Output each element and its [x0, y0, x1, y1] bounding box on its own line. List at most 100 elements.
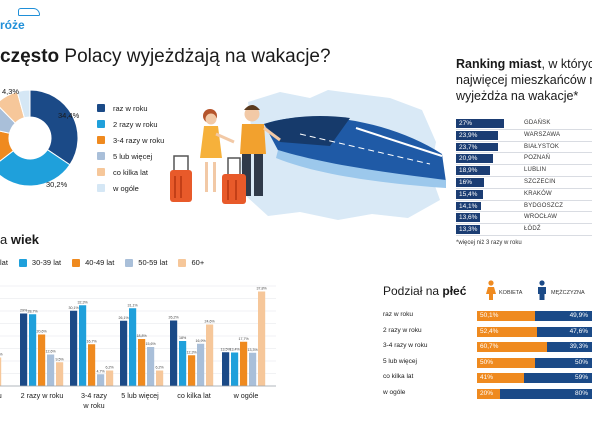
age-bar-value: 6,2% — [105, 366, 114, 370]
legend-label: 2 razy w roku — [113, 119, 158, 129]
x-tick-label: 3-4 razy — [81, 391, 107, 400]
age-bar — [170, 320, 178, 386]
ranking-value: 14,1% — [459, 202, 478, 210]
age-bar-value: 32,3% — [77, 300, 88, 304]
ranking-value: 16% — [459, 178, 473, 186]
age-title-bold: wiek — [10, 232, 40, 247]
age-bar-value: 13,3% — [247, 348, 258, 352]
age-legend: lat 30-39 lat 40-49 lat 50-59 lat 60+ — [0, 258, 215, 267]
age-bar-value: 16,7% — [86, 339, 97, 343]
age-bar — [206, 324, 214, 386]
mezczyzna-value: 59% — [574, 374, 588, 382]
ranking-row: 23,9% WARSZAWA — [456, 130, 592, 142]
legend-item: 2 razy w roku — [97, 116, 164, 132]
legend-item: 30-39 lat — [18, 258, 62, 267]
kobieta-segment: 50,1% — [477, 311, 535, 321]
kobieta-segment: 20% — [477, 388, 500, 399]
main-title-bold: często — [0, 46, 60, 67]
ranking-value: 15,4% — [459, 190, 478, 198]
mezczyzna-value: 80% — [574, 389, 588, 397]
gender-row: 5 lub więcej 50% 50% — [383, 355, 592, 371]
legend-label: 5 lub więcej — [113, 151, 153, 161]
kobieta-segment: 41% — [477, 373, 525, 384]
gender-bar: 50,1% 49,9% — [477, 311, 592, 321]
ranking-row: 13,6% WROCŁAW — [456, 212, 592, 225]
city-ranking-chart: 27% GDAŃSK 23,9% WARSZAWA 23,7% BIAŁYSTOK 20,9… — [456, 118, 592, 236]
age-bar — [188, 355, 196, 386]
ranking-title-rest: , w których — [541, 57, 592, 71]
legend-label: 50-59 lat — [138, 258, 168, 267]
ranking-bar — [456, 154, 494, 164]
mezczyzna-value: 47,6% — [569, 327, 588, 335]
ranking-city: ŁÓDŹ — [524, 226, 541, 233]
age-bar — [179, 341, 187, 386]
age-bar-value: 15,6% — [145, 342, 156, 346]
kobieta-value: 52,4% — [480, 327, 499, 335]
gender-title-prefix: Podział na — [383, 284, 443, 298]
ranking-city: KRAKÓW — [524, 190, 552, 197]
age-bar-value: 24,6% — [204, 320, 215, 324]
ranking-title-line3: wyjeżdża na wakacje* — [456, 89, 579, 103]
age-bar — [0, 357, 2, 386]
ranking-city: BIAŁYSTOK — [524, 143, 560, 150]
kobieta-value: 41% — [480, 374, 494, 382]
age-bar-value: 12,6% — [45, 350, 56, 354]
legend-label: 30-39 lat — [31, 258, 62, 267]
gender-bar: 60,7% 39,3% — [477, 342, 592, 353]
age-bar — [240, 341, 248, 386]
gender-section-title: Podział na płeć — [383, 284, 466, 298]
age-bar-value: 11,4% — [0, 353, 3, 357]
x-tick-label: oku — [0, 391, 2, 400]
mezczyzna-segment: 39,3% — [546, 342, 592, 353]
age-bar-value: 16,9% — [195, 339, 206, 343]
age-bar-value: 26,1% — [118, 316, 129, 320]
main-title: często Polacy wyjeżdżają na wakacje? — [0, 46, 331, 68]
age-title-prefix: a — [0, 232, 11, 247]
kobieta-segment: 52,4% — [477, 326, 538, 337]
legend-swatch — [97, 152, 105, 160]
kobieta-segment: 50% — [477, 357, 535, 368]
gender-bar: 20% 80% — [477, 388, 592, 399]
woman-traveller-icon — [200, 109, 235, 192]
age-bar-value: 20,6% — [36, 330, 47, 334]
age-bar-value: 4,7% — [96, 369, 105, 373]
ranking-value: 13,3% — [459, 226, 478, 234]
mezczyzna-value: 39,3% — [569, 343, 588, 351]
age-bar — [38, 334, 46, 386]
gender-row: 2 razy w roku 52,4% 47,6% — [383, 324, 592, 340]
age-section-title: a wiek — [0, 232, 39, 247]
ranking-city: SZCZECIN — [524, 178, 556, 185]
man-traveller-icon — [240, 105, 281, 196]
age-bar-value: 30,1% — [68, 306, 79, 310]
age-bar — [29, 314, 37, 386]
mezczyzna-segment: 49,9% — [534, 311, 592, 321]
age-bar-value: 18,8% — [136, 334, 147, 338]
gender-split-chart: raz w roku 50,1% 49,9% 2 razy w roku 52,4% 47… — [383, 308, 592, 402]
age-bar — [106, 370, 114, 386]
age-bar-value: 17,7% — [238, 337, 249, 341]
kobieta-segment: 60,7% — [477, 342, 547, 353]
mezczyzna-segment: 47,6% — [537, 326, 592, 337]
ranking-bar — [456, 225, 480, 234]
age-bar-value: 31,1% — [127, 303, 138, 307]
age-bar — [197, 343, 205, 386]
age-bar-value: 28,7% — [27, 309, 38, 313]
mezczyzna-value: 50% — [574, 358, 588, 366]
legend-swatch — [97, 168, 105, 176]
x-tick-label: w roku — [82, 401, 104, 410]
ranking-city: POZNAŃ — [524, 155, 551, 162]
gender-bar: 52,4% 47,6% — [477, 326, 592, 337]
x-tick-label: 5 lub więcej — [121, 391, 159, 400]
age-bar — [129, 308, 137, 386]
ranking-bar — [456, 119, 504, 128]
legend-item: co kilka lat — [97, 164, 164, 180]
ranking-footnote: *więcej niż 3 razy w roku — [456, 240, 522, 246]
pie-slice — [0, 149, 71, 187]
logo-text: róże — [0, 18, 25, 32]
legend-item: lat — [0, 258, 8, 267]
legend-label: co kilka lat — [113, 167, 149, 177]
legend-label: raz w roku — [113, 103, 148, 113]
ranking-bar — [456, 177, 485, 187]
pie-slice — [0, 130, 15, 162]
pie-slice — [29, 89, 79, 166]
